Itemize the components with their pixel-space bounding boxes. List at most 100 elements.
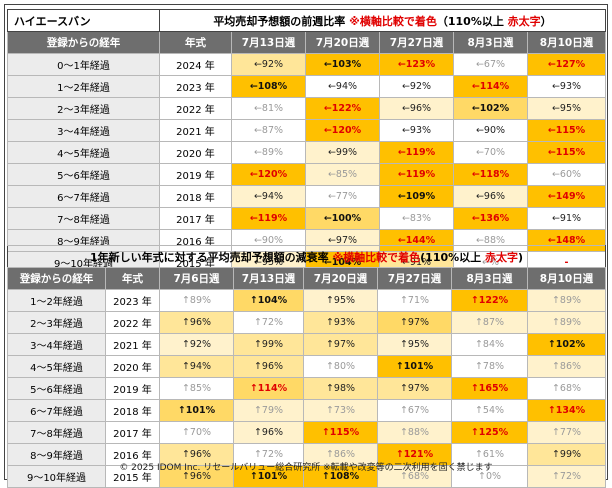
- ratio-cell: ←109%: [379, 185, 454, 208]
- ratio-cell: ↑88%: [377, 421, 452, 444]
- ratio-cell: ←115%: [527, 141, 606, 164]
- copyright-footer: © 2025 IDOM Inc. リセールバリュー総合研究所 ※転載や改変等の二…: [119, 463, 493, 473]
- age-column-header: 登録からの経年: [7, 267, 106, 290]
- ratio-cell: ←114%: [453, 75, 528, 98]
- ratio-cell: ↑68%: [527, 377, 606, 400]
- model-year: 2024 年: [159, 53, 232, 76]
- ratio-cell: ←67%: [453, 53, 528, 76]
- ratio-cell: ←89%: [231, 141, 306, 164]
- ratio-cell: ↑97%: [377, 377, 452, 400]
- age-label: 5～6年経過: [7, 163, 160, 186]
- top-header-row: 登録からの経年 年式 7月13日週 7月20日週 7月27日週 8月3日週 8月10日週: [7, 31, 606, 54]
- model-year: 2018 年: [105, 399, 160, 422]
- ratio-cell: ↑92%: [159, 333, 234, 356]
- ratio-cell: ↑101%: [159, 399, 234, 422]
- ratio-cell: ←127%: [527, 53, 606, 76]
- ratio-cell: ←70%: [453, 141, 528, 164]
- age-label: 6～7年経過: [7, 399, 106, 422]
- ratio-cell: ↑94%: [159, 355, 234, 378]
- ratio-cell: ↑114%: [233, 377, 304, 400]
- age-label: 2～3年経過: [7, 97, 160, 120]
- ratio-cell: ←91%: [527, 207, 606, 230]
- ratio-cell: ↑122%: [451, 289, 528, 312]
- ratio-cell: ↑72%: [527, 465, 606, 488]
- ratio-cell: ←115%: [527, 119, 606, 142]
- model-year: 2023 年: [105, 289, 160, 312]
- week-column-header: 7月20日週: [305, 31, 380, 54]
- ratio-cell: ←92%: [231, 53, 306, 76]
- ratio-cell: ←119%: [379, 163, 454, 186]
- age-label: 0～1年経過: [7, 53, 160, 76]
- table-row: 0～1年経過 2024 年 ←92% ←103% ←123% ←67% ←127%: [7, 53, 606, 76]
- table-row: 5～6年経過 2019 年 ↑85% ↑114% ↑98% ↑97% ↑165% ↑68%: [7, 377, 606, 400]
- ratio-cell: ↑77%: [527, 421, 606, 444]
- week-column-header: 7月13日週: [233, 267, 304, 290]
- ratio-cell: ←136%: [453, 207, 528, 230]
- ratio-cell: ←93%: [379, 119, 454, 142]
- ratio-cell: ↑89%: [527, 289, 606, 312]
- ratio-cell: ←122%: [305, 97, 380, 120]
- ratio-cell: ←123%: [379, 53, 454, 76]
- table-row: 6～7年経過 2018 年 ↑101% ↑79% ↑73% ↑67% ↑54% ↑134%: [7, 399, 606, 422]
- table-row: 1～2年経過 2023 年 ↑89% ↑104% ↑95% ↑71% ↑122% ↑89%: [7, 289, 606, 312]
- ratio-cell: ↑89%: [159, 289, 234, 312]
- age-label: 3～4年経過: [7, 119, 160, 142]
- ratio-cell: ←92%: [379, 75, 454, 98]
- ratio-cell: ↑95%: [303, 289, 378, 312]
- model-year: 2017 年: [159, 207, 232, 230]
- age-label: 3～4年経過: [7, 333, 106, 356]
- week-column-header: 7月6日週: [159, 267, 234, 290]
- ratio-cell: ←95%: [527, 97, 606, 120]
- ratio-cell: ↑67%: [377, 399, 452, 422]
- model-year: 2020 年: [105, 355, 160, 378]
- ratio-cell: ↑96%: [233, 421, 304, 444]
- week-column-header: 7月27日週: [379, 31, 454, 54]
- table-row: 2～3年経過 2022 年 ←81% ←122% ←96% ←102% ←95%: [7, 97, 606, 120]
- model-year: 2021 年: [159, 119, 232, 142]
- ratio-cell: ↑134%: [527, 399, 606, 422]
- model-year: 2020 年: [159, 141, 232, 164]
- model-year: 2015 年: [105, 465, 160, 488]
- ratio-cell: ↑86%: [303, 443, 378, 466]
- decay-rate-title: 1年新しい年式に対する平均売却予想額の減衰率 ※横軸比較で着色(110%以上 赤…: [7, 245, 606, 268]
- ratio-cell: ↑96%: [159, 443, 234, 466]
- model-year: 2017 年: [105, 421, 160, 444]
- model-year: 2016 年: [105, 443, 160, 466]
- age-label: 1～2年経過: [7, 75, 160, 98]
- ratio-cell: ↑115%: [303, 421, 378, 444]
- ratio-cell: ←102%: [453, 97, 528, 120]
- table-row: 4～5年経過 2020 年 ↑94% ↑96% ↑80% ↑101% ↑78% ↑86%: [7, 355, 606, 378]
- ratio-cell: ←96%: [453, 185, 528, 208]
- week-column-header: 8月10日週: [527, 267, 606, 290]
- model-year: 2022 年: [105, 311, 160, 334]
- age-label: 4～5年経過: [7, 141, 160, 164]
- ratio-cell: ←100%: [305, 207, 380, 230]
- ratio-cell: ←149%: [527, 185, 606, 208]
- ratio-cell: ←81%: [231, 97, 306, 120]
- ratio-cell: ←85%: [305, 163, 380, 186]
- ratio-cell: ↑99%: [233, 333, 304, 356]
- ratio-cell: ↑87%: [451, 311, 528, 334]
- ratio-cell: ↑78%: [451, 355, 528, 378]
- model-year: 2023 年: [159, 75, 232, 98]
- ratio-cell: ↑101%: [377, 355, 452, 378]
- ratio-cell: ←94%: [305, 75, 380, 98]
- week-column-header: 8月3日週: [451, 267, 528, 290]
- ratio-cell: ←120%: [305, 119, 380, 142]
- year-column-header: 年式: [105, 267, 160, 290]
- ratio-cell: ↑104%: [233, 289, 304, 312]
- decay-rate-table: 1年新しい年式に対する平均売却予想額の減衰率 ※横軸比較で着色(110%以上 赤…: [7, 245, 606, 488]
- ratio-cell: ←118%: [453, 163, 528, 186]
- ratio-cell: ↑80%: [303, 355, 378, 378]
- ratio-cell: ←87%: [231, 119, 306, 142]
- ratio-cell: ←93%: [527, 75, 606, 98]
- table-row: 5～6年経過 2019 年 ←120% ←85% ←119% ←118% ←60%: [7, 163, 606, 186]
- ratio-cell: ↑70%: [159, 421, 234, 444]
- ratio-cell: ↑97%: [377, 311, 452, 334]
- age-label: 7～8年経過: [7, 207, 160, 230]
- ratio-cell: ←108%: [231, 75, 306, 98]
- table-row: 3～4年経過 2021 年 ↑92% ↑99% ↑97% ↑95% ↑84% ↑102%: [7, 333, 606, 356]
- ratio-cell: ←119%: [379, 141, 454, 164]
- table-row: 9～10年経過 2015 年 ↑96% ↑101% ↑108% ↑68% ↑0% ↑72%: [7, 465, 606, 488]
- ratio-cell: ↑79%: [233, 399, 304, 422]
